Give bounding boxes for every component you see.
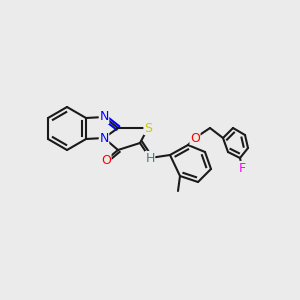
Text: N: N — [99, 131, 109, 145]
Text: O: O — [190, 131, 200, 145]
Text: F: F — [238, 161, 246, 175]
Text: O: O — [101, 154, 111, 166]
Text: H: H — [145, 152, 155, 164]
Text: N: N — [99, 110, 109, 124]
Text: S: S — [144, 122, 152, 134]
